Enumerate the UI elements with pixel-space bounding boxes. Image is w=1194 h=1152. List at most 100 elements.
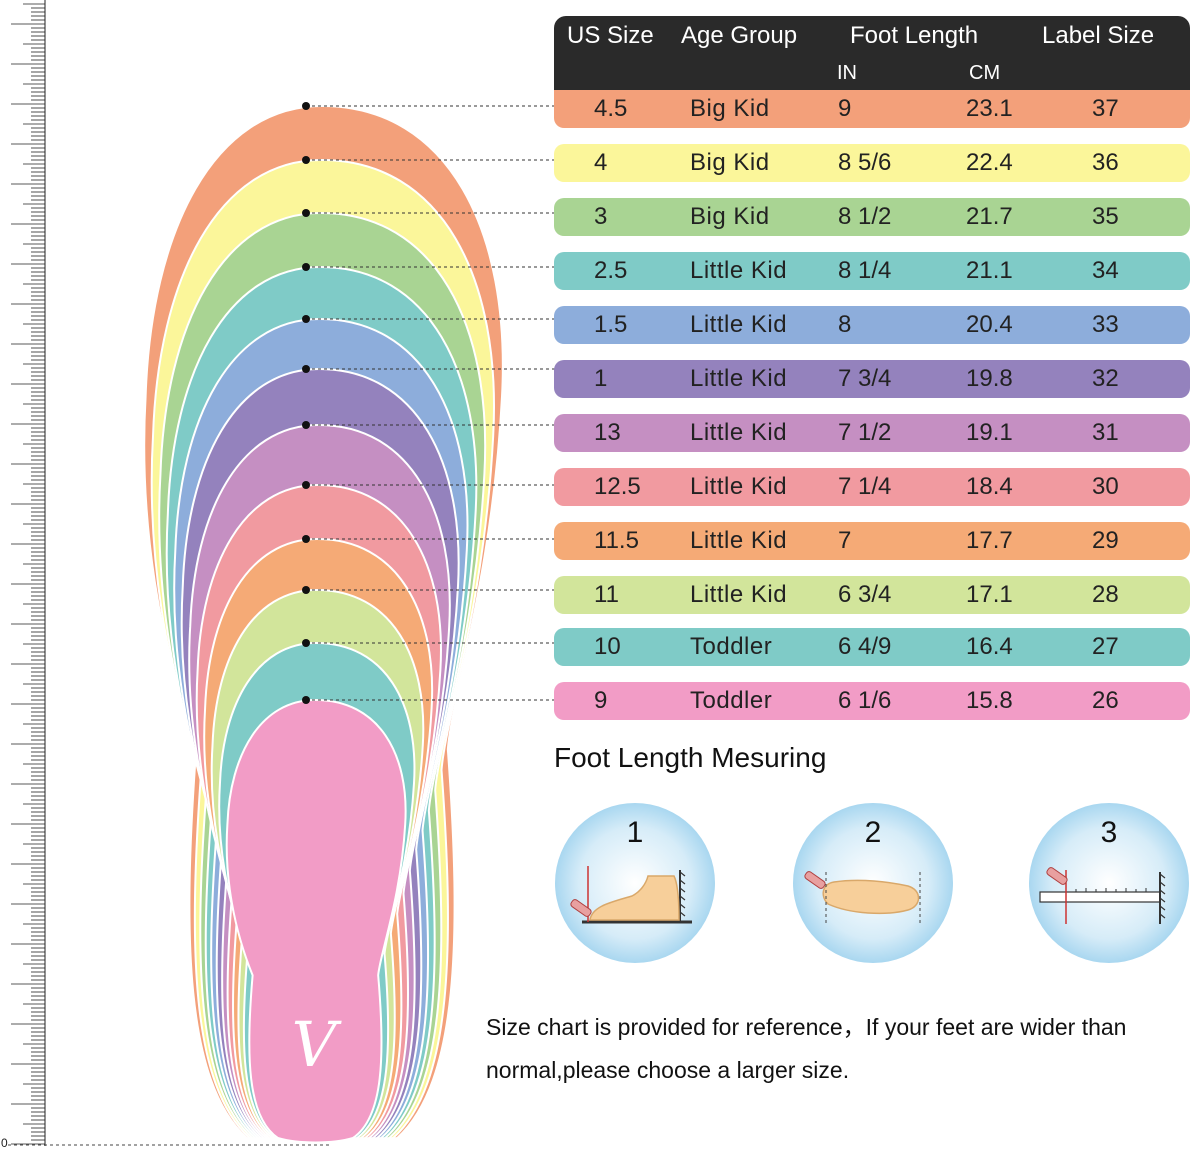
insole-outlines-graphic: V xyxy=(8,102,560,1146)
brand-logo-icon: V xyxy=(292,1008,343,1081)
foot-length-cm-cell: 19.8 xyxy=(966,365,1013,392)
label-size-cell: 34 xyxy=(1092,257,1119,284)
us-size-cell: 11 xyxy=(594,581,619,608)
size-row: 4.5 Big Kid 9 23.1 37 xyxy=(554,90,1190,128)
sizing-note-line-2: normal,please choose a larger size. xyxy=(486,1057,850,1083)
foot-length-in-cell: 8 xyxy=(838,311,852,338)
us-size-cell: 12.5 xyxy=(594,473,641,500)
ruler-zero-label: 0 xyxy=(1,1136,8,1150)
foot-length-cm-cell: 19.1 xyxy=(966,419,1013,446)
label-size-cell: 27 xyxy=(1092,633,1119,660)
label-size-cell: 36 xyxy=(1092,149,1119,176)
ruler-measure-icon xyxy=(1029,803,1189,963)
insole-outline xyxy=(225,698,407,1144)
foot-length-in-cell: 8 1/2 xyxy=(838,203,892,230)
subheader-in: IN xyxy=(837,62,857,84)
age-group-cell: Little Kid xyxy=(690,473,788,500)
size-row: 4 Big Kid 8 5/6 22.4 36 xyxy=(554,144,1190,182)
foot-length-cm-cell: 22.4 xyxy=(966,149,1013,176)
measure-step-3-number: 3 xyxy=(1100,816,1118,849)
size-row: 11.5 Little Kid 7 17.7 29 xyxy=(554,522,1190,560)
age-group-cell: Big Kid xyxy=(690,203,770,230)
us-size-cell: 4 xyxy=(594,149,608,176)
measure-step-3: 3 xyxy=(1026,800,1192,966)
subheader-cm: CM xyxy=(969,62,1001,84)
age-group-cell: Big Kid xyxy=(690,149,770,176)
label-size-cell: 29 xyxy=(1092,527,1119,554)
size-row: 9 Toddler 6 1/6 15.8 26 xyxy=(554,682,1190,720)
sizing-note-line-1: Size chart is provided for reference，If … xyxy=(486,1014,1127,1040)
size-marker-dot xyxy=(302,315,310,323)
sizing-note: Size chart is provided for reference，If … xyxy=(486,1006,1192,1092)
age-group-cell: Toddler xyxy=(690,633,773,660)
size-row: 12.5 Little Kid 7 1/4 18.4 30 xyxy=(554,468,1190,506)
header-label-size: Label Size xyxy=(1042,22,1155,49)
size-row: 1 Little Kid 7 3/4 19.8 32 xyxy=(554,360,1190,398)
measure-step-2: 2 xyxy=(790,800,956,966)
age-group-cell: Little Kid xyxy=(690,311,788,338)
foot-length-cm-cell: 20.4 xyxy=(966,311,1013,338)
foot-side-view-icon xyxy=(555,803,715,963)
measuring-title: Foot Length Mesuring xyxy=(554,742,827,773)
size-marker-dot xyxy=(302,156,310,164)
size-row: 2.5 Little Kid 8 1/4 21.1 34 xyxy=(554,252,1190,290)
size-marker-dot xyxy=(302,696,310,704)
label-size-cell: 32 xyxy=(1092,365,1119,392)
us-size-cell: 1 xyxy=(594,365,608,392)
size-row: 13 Little Kid 7 1/2 19.1 31 xyxy=(554,414,1190,452)
foot-length-cm-cell: 18.4 xyxy=(966,473,1013,500)
age-group-cell: Little Kid xyxy=(690,581,788,608)
size-marker-dot xyxy=(302,102,310,110)
age-group-cell: Little Kid xyxy=(690,365,788,392)
size-marker-dot xyxy=(302,639,310,647)
measure-step-1: 1 xyxy=(552,800,718,966)
size-row: 10 Toddler 6 4/9 16.4 27 xyxy=(554,628,1190,666)
foot-length-in-cell: 6 3/4 xyxy=(838,581,892,608)
age-group-cell: Big Kid xyxy=(690,95,770,122)
foot-length-cm-cell: 17.1 xyxy=(966,581,1013,608)
label-size-cell: 35 xyxy=(1092,203,1119,230)
size-marker-dot xyxy=(302,481,310,489)
foot-length-cm-cell: 16.4 xyxy=(966,633,1013,660)
foot-length-in-cell: 7 xyxy=(838,527,852,554)
us-size-cell: 11.5 xyxy=(594,527,639,554)
size-row: 1.5 Little Kid 8 20.4 33 xyxy=(554,306,1190,344)
size-table: US Size Age Group Foot Length Label Size… xyxy=(554,16,1190,720)
age-group-cell: Little Kid xyxy=(690,257,788,284)
foot-top-view-icon xyxy=(793,803,953,963)
foot-length-cm-cell: 21.1 xyxy=(966,257,1013,284)
label-size-cell: 26 xyxy=(1092,687,1119,714)
age-group-cell: Little Kid xyxy=(690,527,788,554)
foot-length-in-cell: 7 1/4 xyxy=(838,473,892,500)
label-size-cell: 33 xyxy=(1092,311,1119,338)
label-size-cell: 30 xyxy=(1092,473,1119,500)
foot-length-in-cell: 7 3/4 xyxy=(838,365,892,392)
header-us-size: US Size xyxy=(567,22,654,49)
measure-step-2-number: 2 xyxy=(864,816,882,849)
us-size-cell: 13 xyxy=(594,419,621,446)
age-group-cell: Toddler xyxy=(690,687,773,714)
size-marker-dot xyxy=(302,535,310,543)
us-size-cell: 1.5 xyxy=(594,311,628,338)
foot-length-cm-cell: 17.7 xyxy=(966,527,1013,554)
size-row: 3 Big Kid 8 1/2 21.7 35 xyxy=(554,198,1190,236)
size-marker-dot xyxy=(302,586,310,594)
label-size-cell: 28 xyxy=(1092,581,1119,608)
foot-length-cm-cell: 21.7 xyxy=(966,203,1013,230)
us-size-cell: 2.5 xyxy=(594,257,628,284)
size-marker-dot xyxy=(302,263,310,271)
measure-step-1-number: 1 xyxy=(626,816,644,849)
foot-length-in-cell: 7 1/2 xyxy=(838,419,892,446)
us-size-cell: 9 xyxy=(594,687,608,714)
us-size-cell: 4.5 xyxy=(594,95,628,122)
foot-length-cm-cell: 23.1 xyxy=(966,95,1013,122)
label-size-cell: 31 xyxy=(1092,419,1119,446)
label-size-cell: 37 xyxy=(1092,95,1119,122)
foot-length-in-cell: 8 1/4 xyxy=(838,257,892,284)
ruler xyxy=(11,0,46,1146)
table-header: US Size Age Group Foot Length Label Size… xyxy=(554,16,1190,90)
header-foot-length: Foot Length xyxy=(850,22,979,49)
foot-length-in-cell: 8 5/6 xyxy=(838,149,892,176)
foot-length-in-cell: 6 4/9 xyxy=(838,633,892,660)
size-marker-dot xyxy=(302,421,310,429)
